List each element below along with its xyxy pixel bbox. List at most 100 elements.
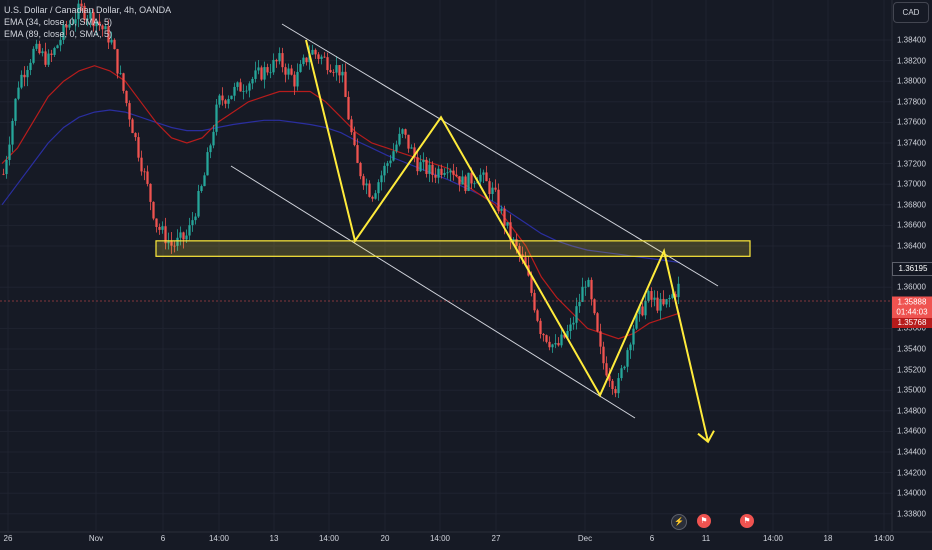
candle-body — [593, 299, 596, 314]
chart-legend: U.S. Dollar / Canadian Dollar, 4h, OANDA… — [4, 4, 171, 40]
time-axis-label: 20 — [380, 534, 390, 543]
candle-body — [296, 71, 299, 87]
candle-body — [368, 183, 371, 197]
candle-body — [302, 57, 305, 65]
price-axis-label: 1.34600 — [897, 426, 926, 436]
candle-body — [563, 334, 566, 338]
candle-body — [674, 294, 677, 298]
candle-body — [383, 165, 386, 176]
candle-body — [44, 51, 47, 65]
candle-body — [20, 74, 23, 88]
time-axis-label: Dec — [577, 534, 593, 543]
candle-body — [626, 350, 629, 367]
candle-body — [668, 297, 671, 300]
candle-body — [380, 175, 383, 183]
price-axis-label: 1.34800 — [897, 406, 926, 416]
candle-body — [569, 324, 572, 331]
candle-body — [590, 279, 593, 300]
candle-body — [614, 389, 617, 394]
candle-body — [629, 344, 632, 351]
candle-body — [92, 12, 95, 27]
price-axis-label: 1.34200 — [897, 468, 926, 478]
candle-body — [74, 19, 77, 24]
price-axis-label: 1.34400 — [897, 447, 926, 457]
candle-body — [128, 103, 131, 120]
candle-body — [497, 189, 500, 211]
candle-body — [488, 181, 491, 195]
time-axis-label: 14:00 — [429, 534, 451, 543]
grid — [0, 0, 892, 532]
candle-body — [149, 183, 152, 202]
currency-button[interactable]: CAD — [893, 2, 929, 23]
candle-body — [413, 147, 416, 158]
candle-body — [515, 238, 518, 246]
time-axis-label: 14:00 — [762, 534, 784, 543]
candles — [2, 0, 680, 398]
candle-body — [362, 176, 365, 186]
candle-body — [266, 67, 269, 73]
candle-body — [548, 341, 551, 348]
candle-body — [575, 306, 578, 323]
candle-body — [470, 172, 473, 184]
candle-body — [584, 286, 587, 288]
candle-body — [350, 119, 353, 133]
candle-body — [395, 144, 398, 152]
candle-body — [509, 222, 512, 241]
candle-body — [599, 331, 602, 347]
candle-body — [587, 279, 590, 287]
candle-body — [596, 313, 599, 332]
ema89-legend[interactable]: EMA (89, close, 0, SMA, 5) — [4, 29, 113, 39]
flag-icon[interactable]: ⚑ — [740, 514, 754, 528]
candle-body — [407, 134, 410, 149]
candle-body — [341, 71, 344, 76]
time-axis-label: Nov — [88, 534, 104, 543]
candle-body — [275, 59, 278, 62]
candle-body — [131, 119, 134, 134]
candle-body — [134, 133, 137, 138]
candle-body — [227, 99, 230, 104]
candle-body — [473, 183, 476, 185]
candle-body — [179, 232, 182, 238]
candle-body — [617, 378, 620, 394]
time-axis-label: 13 — [269, 534, 279, 543]
candle-body — [491, 187, 494, 195]
candle-body — [173, 245, 176, 247]
candle-body — [272, 59, 275, 73]
candle-body — [449, 170, 452, 173]
candle-body — [311, 49, 314, 55]
candle-body — [203, 175, 206, 187]
candle-body — [161, 226, 164, 230]
candle-body — [164, 226, 167, 244]
flag-icon[interactable]: ⚑ — [697, 514, 711, 528]
candle-body — [416, 157, 419, 172]
candle-body — [146, 171, 149, 184]
candle-body — [125, 90, 128, 104]
price-axis-label: 1.35600 — [897, 323, 926, 333]
candle-body — [41, 51, 44, 54]
candle-body — [410, 147, 413, 149]
ema34-legend[interactable]: EMA (34, close, 0, SMA, 5) — [4, 17, 113, 27]
channel-lower-line — [230, 165, 636, 419]
candle-body — [116, 49, 119, 74]
candle-body — [14, 98, 17, 121]
symbol-title[interactable]: U.S. Dollar / Canadian Dollar, 4h, OANDA — [4, 5, 172, 15]
candle-body — [317, 54, 320, 59]
candle-body — [242, 91, 245, 92]
price-axis-label: 1.37800 — [897, 97, 926, 107]
candle-body — [323, 56, 326, 58]
candle-body — [122, 73, 125, 91]
candle-body — [206, 152, 209, 176]
candle-body — [158, 226, 161, 230]
candle-body — [326, 57, 329, 71]
candle-body — [269, 72, 272, 74]
candle-body — [440, 168, 443, 175]
ema89-path — [1, 109, 681, 264]
candle-body — [386, 163, 389, 166]
support-zone — [155, 240, 751, 257]
candle-body — [113, 39, 116, 50]
price-axis-label: 1.36400 — [897, 241, 926, 251]
lightning-icon[interactable]: ⚡ — [671, 514, 687, 530]
candle-body — [437, 168, 440, 178]
candle-body — [50, 53, 53, 55]
